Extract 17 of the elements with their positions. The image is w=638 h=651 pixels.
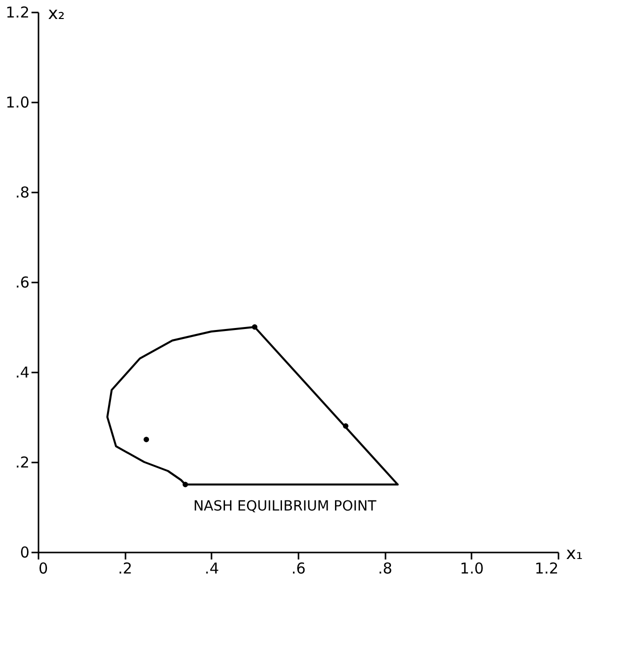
annotation: NASH EQUILIBRIUM POINT <box>193 498 377 514</box>
x-tick-label: .2 <box>118 560 132 578</box>
y-tick-label: 0 <box>20 544 30 562</box>
y-tick-label: .2 <box>15 454 30 472</box>
y-tick-label: .6 <box>15 274 30 292</box>
x-tick-label: .8 <box>378 560 392 578</box>
y-tick-label: .4 <box>15 364 30 382</box>
x-tick-label: .4 <box>204 560 219 578</box>
y-tick-label: 1.0 <box>6 94 30 112</box>
x-axis-title: x₁ <box>566 544 583 564</box>
x-tick-label: 1.0 <box>460 560 484 578</box>
x-tick-label: .6 <box>291 560 306 578</box>
y-tick-label: .8 <box>15 184 30 202</box>
y-tick-label: 1.2 <box>6 4 30 22</box>
y-axis-title: x₂ <box>48 4 65 24</box>
x-tick-label: 1.2 <box>534 560 558 578</box>
x-tick-label: 0 <box>38 560 48 578</box>
